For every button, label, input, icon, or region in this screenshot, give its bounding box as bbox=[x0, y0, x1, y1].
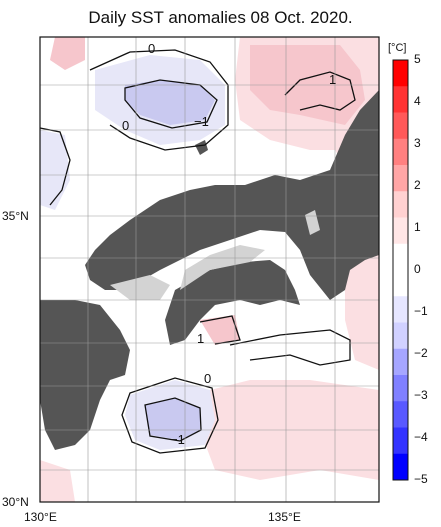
colorbar-swatch bbox=[393, 191, 408, 218]
land-honshu bbox=[85, 90, 379, 300]
contour-zero-east bbox=[229, 329, 351, 366]
map-frame bbox=[39, 36, 380, 503]
colorbar-tick-label: 2 bbox=[414, 178, 421, 192]
contour-label: 0 bbox=[122, 118, 129, 133]
contour-plus1-mid bbox=[199, 315, 241, 345]
colorbar-swatch bbox=[393, 60, 408, 87]
colorbar-swatch bbox=[393, 86, 408, 113]
colorbar-swatch bbox=[393, 165, 408, 192]
contour-zero-south bbox=[121, 377, 219, 454]
contour-zero-west bbox=[40, 127, 71, 206]
contour-label: −1 bbox=[170, 432, 185, 447]
lat-label-30: 30°N bbox=[2, 495, 29, 509]
contour-minus1-north bbox=[124, 79, 218, 129]
lat-label-35: 35°N bbox=[2, 209, 29, 223]
cool-anomaly-south-strong bbox=[145, 398, 200, 440]
warm-anomaly-sw bbox=[40, 460, 75, 502]
colorbar-swatch bbox=[393, 217, 408, 245]
warm-anomaly-nw bbox=[50, 37, 85, 70]
colorbar-tick-label: −2 bbox=[414, 346, 428, 360]
colorbar-tick-label: 0 bbox=[414, 262, 421, 276]
colorbar-swatch bbox=[393, 401, 408, 428]
contour-label: 0 bbox=[148, 41, 155, 56]
colorbar-tick-label: −1 bbox=[414, 304, 428, 318]
land-shikoku bbox=[165, 260, 300, 345]
colorbar-tick-label: 4 bbox=[414, 94, 421, 108]
contour-label: 0 bbox=[204, 371, 211, 386]
colorbar-tick-label: −5 bbox=[414, 472, 428, 486]
graticule bbox=[40, 37, 379, 502]
colorbar-tick-label: 1 bbox=[414, 220, 421, 234]
warm-anomaly-mid bbox=[200, 315, 240, 345]
small-island bbox=[195, 140, 208, 155]
map-title: Daily SST anomalies 08 Oct. 2020. bbox=[88, 8, 353, 27]
colorbar-swatch bbox=[393, 296, 408, 323]
colorbar-swatch bbox=[393, 453, 408, 481]
colorbar-swatch bbox=[393, 138, 408, 166]
inland-sea-west bbox=[110, 275, 170, 300]
colorbar-unit: [°C] bbox=[388, 42, 407, 54]
inland-sea bbox=[180, 245, 265, 290]
lon-label-130: 130°E bbox=[24, 510, 57, 524]
warm-anomaly-east bbox=[345, 250, 379, 370]
colorbar-tick-label: −4 bbox=[414, 430, 428, 444]
contour-label: 1 bbox=[329, 72, 336, 87]
colorbar-tick-label: −3 bbox=[414, 388, 428, 402]
colorbar-swatch bbox=[393, 322, 408, 350]
contour-label: −1 bbox=[194, 114, 209, 129]
colorbar-tick-label: 3 bbox=[414, 136, 421, 150]
colorbar bbox=[393, 60, 408, 481]
colorbar-tick-label: 5 bbox=[414, 52, 421, 66]
colorbar-swatch bbox=[393, 348, 408, 376]
colorbar-swatch bbox=[393, 243, 408, 271]
lon-label-135: 135°E bbox=[268, 510, 301, 524]
contour-label: 1 bbox=[197, 331, 204, 346]
land-kyushu bbox=[40, 300, 130, 450]
contour-plus1-ne bbox=[284, 71, 356, 111]
cool-anomaly-north-strong bbox=[125, 80, 215, 125]
colorbar-frame bbox=[392, 59, 409, 481]
colorbar-swatch bbox=[393, 270, 408, 297]
colorbar-swatch bbox=[393, 112, 408, 140]
contour-zero-north bbox=[89, 49, 229, 151]
colorbar-swatch bbox=[393, 375, 408, 402]
colorbar-swatch bbox=[393, 427, 408, 455]
